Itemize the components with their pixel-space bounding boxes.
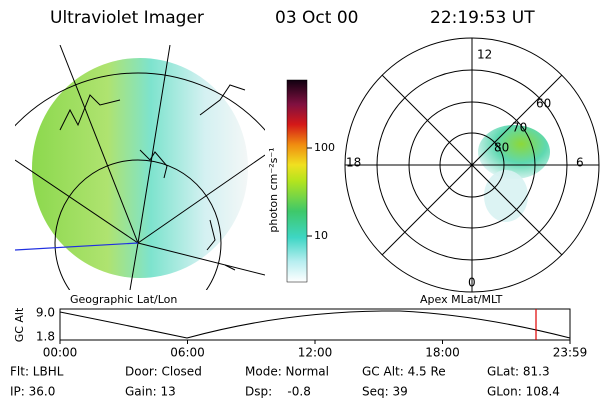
alt-x-label: 18:00 [425, 346, 460, 360]
alt-x-label: 06:00 [170, 346, 205, 360]
alt-y-label: 1.8 [36, 330, 55, 344]
status-field: Door: Closed [125, 365, 202, 379]
status-field: Dsp: -0.8 [245, 385, 311, 399]
alt-x-label: 12:00 [298, 346, 333, 360]
hour-label: 12 [477, 48, 492, 62]
hour-label: 0 [468, 276, 476, 290]
polar-plot [344, 37, 600, 293]
hour-label: 18 [346, 156, 361, 170]
status-field: Gain: 13 [125, 385, 176, 399]
alt-x-label: 00:00 [43, 346, 78, 360]
date: 03 Oct 00 [275, 8, 358, 28]
lat-label: 70 [512, 121, 527, 135]
status-field: GLat: 81.3 [487, 365, 550, 379]
altitude-plot [59, 308, 571, 341]
alt-x-label: 23:59 [553, 346, 588, 360]
colorbar-label: photon cm⁻²s⁻¹ [267, 147, 280, 232]
status-field: GLon: 108.4 [487, 385, 560, 399]
instrument: Ultraviolet Imager [50, 8, 204, 28]
status-field: Flt: LBHL [10, 365, 64, 379]
alt-axis-label: GC Alt [13, 307, 26, 342]
colorbar-tick-label: 100 [314, 141, 335, 154]
status-field: IP: 36.0 [10, 385, 55, 399]
alt-y-label: 9.0 [36, 306, 55, 320]
polar-title: Apex MLat/MLT [420, 293, 503, 306]
colorbar-tick-label: 10 [314, 229, 328, 242]
colorbar [286, 79, 308, 283]
status-field: Mode: Normal [245, 365, 329, 379]
map-title: Geographic Lat/Lon [70, 293, 177, 306]
status-field: GC Alt: 4.5 Re [362, 365, 446, 379]
status-field: Seq: 39 [362, 385, 408, 399]
lat-label: 60 [536, 97, 551, 111]
time: 22:19:53 UT [430, 8, 535, 28]
lat-label: 80 [494, 141, 509, 155]
map-image [15, 45, 265, 290]
hour-label: 6 [576, 156, 584, 170]
